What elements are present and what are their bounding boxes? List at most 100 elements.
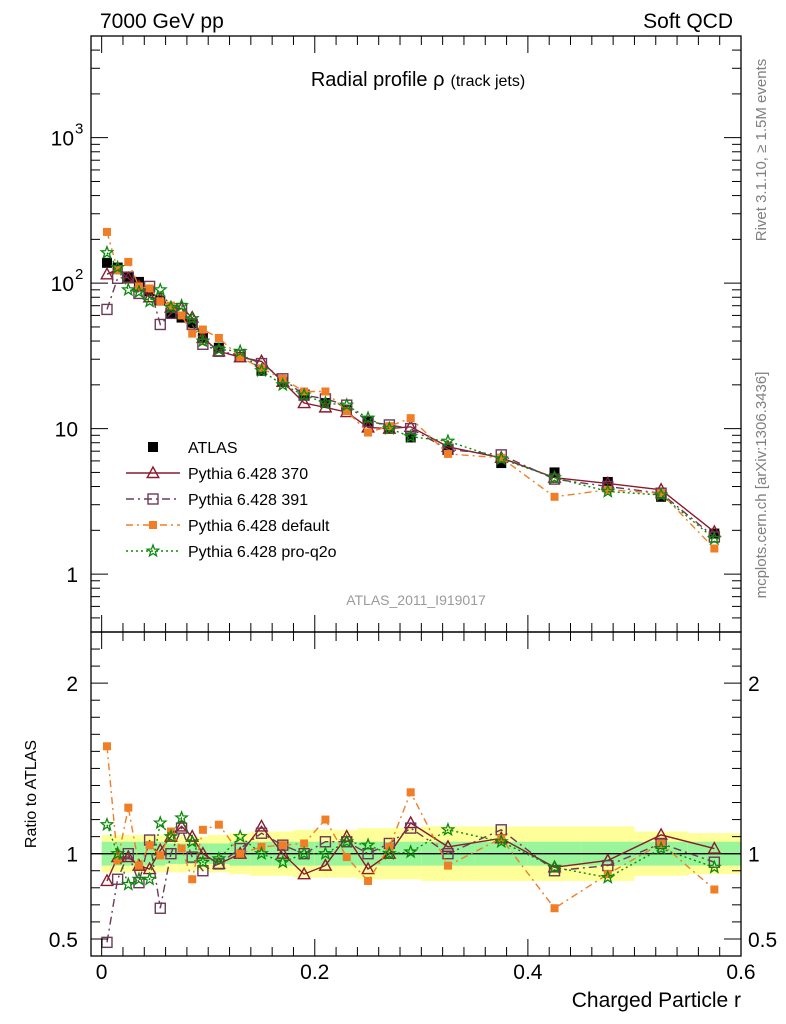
ratio-point bbox=[364, 876, 373, 885]
main-y-tick-label: 10 bbox=[55, 419, 78, 442]
data-point bbox=[101, 257, 112, 268]
ratio-point bbox=[300, 839, 309, 848]
ratio-point bbox=[360, 837, 376, 852]
data-point bbox=[142, 293, 158, 308]
ratio-point bbox=[442, 847, 454, 860]
data-point bbox=[547, 469, 563, 485]
ratio-line bbox=[106, 816, 715, 886]
data-point bbox=[145, 284, 154, 293]
data-point bbox=[186, 318, 198, 331]
tick-base: 10 bbox=[51, 128, 74, 151]
data-point bbox=[653, 487, 669, 502]
ratio-point bbox=[381, 845, 397, 861]
ratio-point bbox=[547, 859, 562, 873]
legend-entry: Pythia 6.428 370 bbox=[126, 465, 308, 483]
data-point bbox=[600, 483, 616, 498]
ratio-point bbox=[120, 876, 136, 891]
legend-label: Pythia 6.428 pro-q2o bbox=[188, 544, 337, 561]
data-point bbox=[710, 544, 719, 553]
x-tick-label: 0.6 bbox=[726, 961, 755, 984]
data-point bbox=[124, 257, 133, 266]
ratio-point bbox=[317, 845, 333, 861]
data-point bbox=[99, 244, 115, 260]
ratio-point bbox=[156, 851, 165, 860]
data-point bbox=[381, 420, 397, 436]
data-point bbox=[497, 453, 506, 462]
tick-base: 10 bbox=[51, 273, 74, 296]
data-point bbox=[657, 489, 666, 498]
legend-entry: ATLAS bbox=[148, 440, 238, 457]
data-point bbox=[213, 345, 225, 358]
data-point bbox=[232, 343, 248, 358]
header-category-label: Soft QCD bbox=[643, 10, 733, 33]
ratio-point bbox=[111, 873, 124, 885]
data-point bbox=[214, 333, 223, 342]
ratio-point bbox=[195, 846, 210, 859]
ratio-point bbox=[211, 850, 227, 866]
data-point bbox=[102, 227, 111, 236]
data-point bbox=[131, 284, 147, 299]
data-point bbox=[166, 301, 175, 310]
ratio-panel-frame bbox=[90, 631, 742, 957]
main-y-tick-label: 10 bbox=[51, 128, 74, 151]
x-tick-label: 0.4 bbox=[513, 961, 543, 984]
data-point bbox=[100, 266, 114, 280]
tick-base: 1 bbox=[66, 564, 78, 587]
ratio-point bbox=[174, 809, 190, 825]
ratio-point bbox=[100, 873, 114, 887]
legend-entry: Pythia 6.428 pro-q2o bbox=[126, 543, 337, 561]
ratio-line bbox=[106, 746, 715, 910]
plot-title: Radial profile ρ (track jets) bbox=[311, 69, 525, 91]
ratio-point bbox=[440, 821, 456, 837]
main-y-tick-label: 10 bbox=[51, 273, 74, 296]
legend-marker bbox=[148, 442, 158, 452]
ratio-point bbox=[406, 788, 415, 797]
ratio-point bbox=[653, 840, 669, 855]
data-point bbox=[120, 281, 136, 297]
data-point bbox=[211, 341, 227, 356]
data-point bbox=[342, 407, 351, 416]
ratio-point bbox=[154, 902, 166, 914]
ratio-point bbox=[275, 854, 291, 869]
legend-marker bbox=[146, 465, 160, 479]
data-point bbox=[195, 330, 210, 344]
data-point bbox=[360, 410, 376, 425]
ratio-point bbox=[443, 861, 452, 870]
ratio-point bbox=[134, 861, 143, 870]
ratio-y-tick-label: 0.5 bbox=[49, 929, 78, 952]
ratio-point bbox=[102, 742, 111, 751]
data-point bbox=[362, 415, 374, 428]
ratio-point bbox=[163, 828, 179, 844]
ratio-point bbox=[654, 827, 669, 841]
data-point bbox=[603, 485, 612, 494]
ratio-tick-labels: 0.5 0.5 1 1 2 2 0 0.2 0.4 0.6 bbox=[49, 673, 777, 984]
ratio-point bbox=[382, 846, 397, 859]
ratio-point bbox=[254, 818, 269, 832]
data-point bbox=[405, 432, 416, 443]
ratio-y-tick-label-right: 1 bbox=[748, 844, 760, 867]
ratio-point bbox=[163, 829, 178, 842]
data-point bbox=[154, 318, 166, 331]
ratio-point bbox=[175, 822, 188, 834]
data-point bbox=[706, 530, 722, 546]
main-y-tick-label: 1 bbox=[66, 564, 78, 587]
data-point bbox=[188, 329, 197, 338]
ratio-panel: 0.5 0.5 1 1 2 2 0 0.2 0.4 0.6 Ratio to ATLAS Char… bbox=[23, 631, 777, 1012]
ratio-point bbox=[195, 854, 211, 869]
ratio-point bbox=[362, 847, 374, 860]
ratio-point bbox=[548, 865, 561, 877]
x-axis-label: Charged Particle r bbox=[572, 989, 741, 1012]
plot-title-main: Radial profile bbox=[311, 69, 433, 91]
data-point bbox=[195, 333, 211, 348]
ratio-point bbox=[603, 870, 612, 879]
data-point bbox=[404, 422, 417, 435]
ratio-point bbox=[339, 829, 354, 842]
ratio-point bbox=[255, 827, 268, 839]
legend-entry: Pythia 6.428 391 bbox=[126, 492, 308, 509]
ratio-point bbox=[296, 845, 312, 861]
main-y-tick-exponent: 2 bbox=[75, 266, 83, 283]
data-point bbox=[101, 303, 113, 316]
ratio-point bbox=[339, 833, 355, 849]
data-point bbox=[257, 364, 266, 373]
